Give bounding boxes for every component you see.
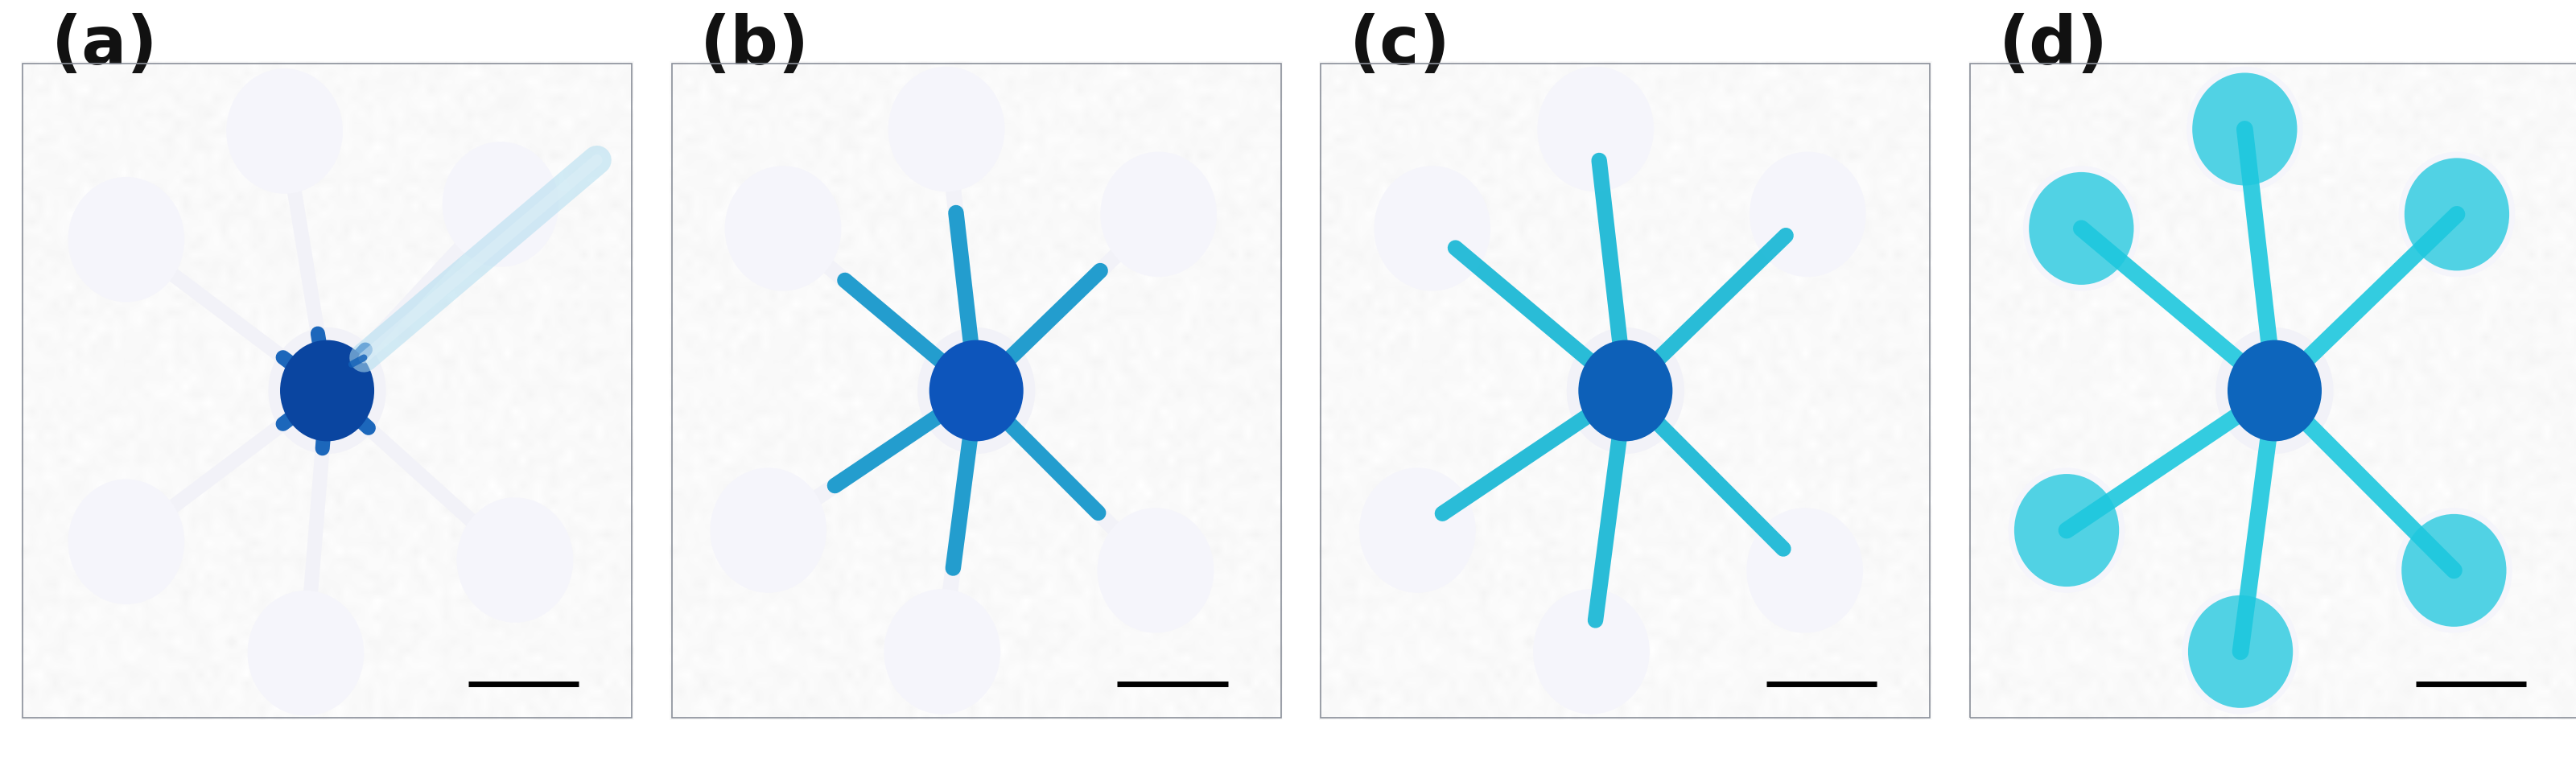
Circle shape [2187, 67, 2303, 192]
Circle shape [247, 591, 363, 715]
Circle shape [2403, 158, 2509, 270]
Circle shape [2014, 474, 2120, 587]
Circle shape [1566, 327, 1685, 454]
Circle shape [1533, 589, 1649, 714]
Circle shape [2215, 327, 2334, 454]
Circle shape [2009, 468, 2125, 593]
Text: (c): (c) [1350, 13, 1450, 78]
Circle shape [1097, 508, 1213, 633]
Circle shape [67, 177, 185, 302]
Circle shape [268, 327, 386, 454]
Circle shape [281, 340, 374, 441]
Text: (a): (a) [52, 13, 157, 78]
Circle shape [227, 69, 343, 194]
Circle shape [889, 67, 1005, 192]
Circle shape [443, 142, 559, 267]
Circle shape [1100, 152, 1216, 277]
Circle shape [2192, 73, 2298, 185]
Circle shape [917, 327, 1036, 454]
Circle shape [2030, 172, 2133, 285]
Circle shape [2228, 340, 2321, 441]
Text: (d): (d) [1999, 13, 2107, 78]
Text: (b): (b) [701, 13, 809, 78]
Circle shape [2396, 508, 2512, 633]
Circle shape [711, 468, 827, 593]
Circle shape [1538, 67, 1654, 192]
Circle shape [884, 589, 999, 714]
Circle shape [2022, 166, 2141, 291]
Circle shape [2398, 152, 2514, 277]
Circle shape [1373, 166, 1492, 291]
Circle shape [1747, 508, 1862, 633]
Circle shape [724, 166, 842, 291]
Circle shape [2401, 514, 2506, 627]
Circle shape [456, 497, 574, 623]
Circle shape [1749, 152, 1865, 277]
Circle shape [1360, 468, 1476, 593]
Circle shape [67, 480, 185, 604]
Circle shape [2187, 595, 2293, 708]
Circle shape [930, 340, 1023, 441]
Circle shape [1579, 340, 1672, 441]
Circle shape [2182, 589, 2298, 714]
